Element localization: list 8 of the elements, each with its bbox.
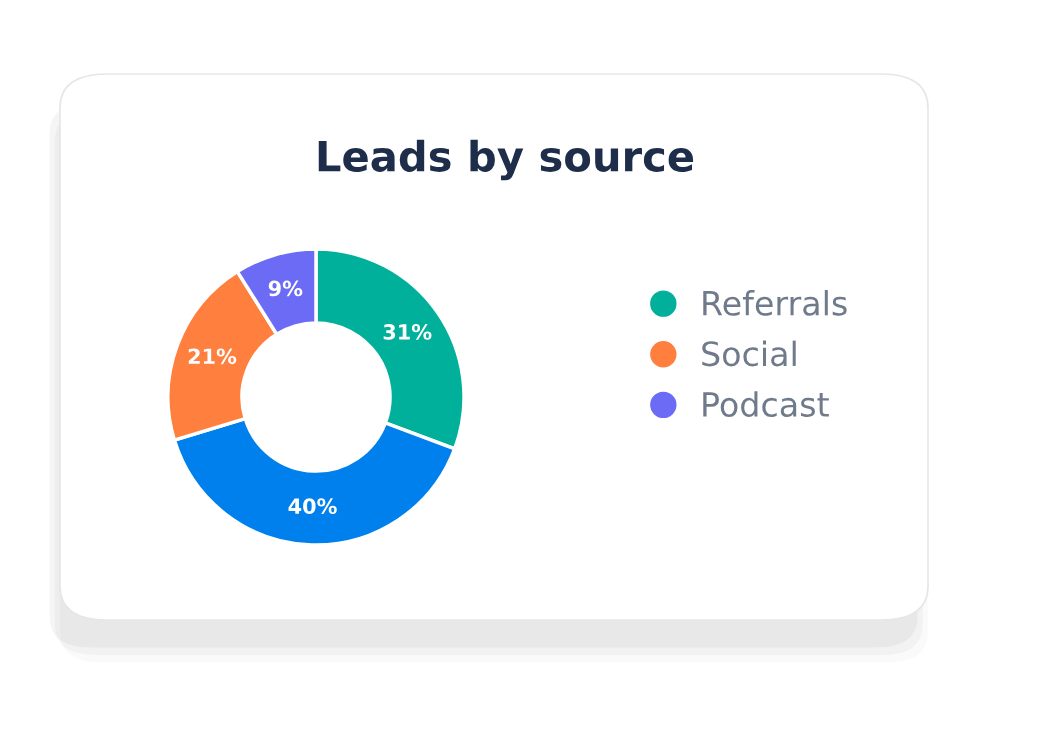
data-label: 31% <box>383 324 432 340</box>
data-label: 21% <box>188 348 237 365</box>
legend-label: Referrals <box>703 290 847 316</box>
legend-label: Social <box>702 340 796 367</box>
data-label: 40% <box>288 498 337 515</box>
legend-label: Podcast <box>703 391 829 417</box>
data-label: 9% <box>268 280 303 297</box>
chart-title: Leads by source <box>318 139 694 181</box>
